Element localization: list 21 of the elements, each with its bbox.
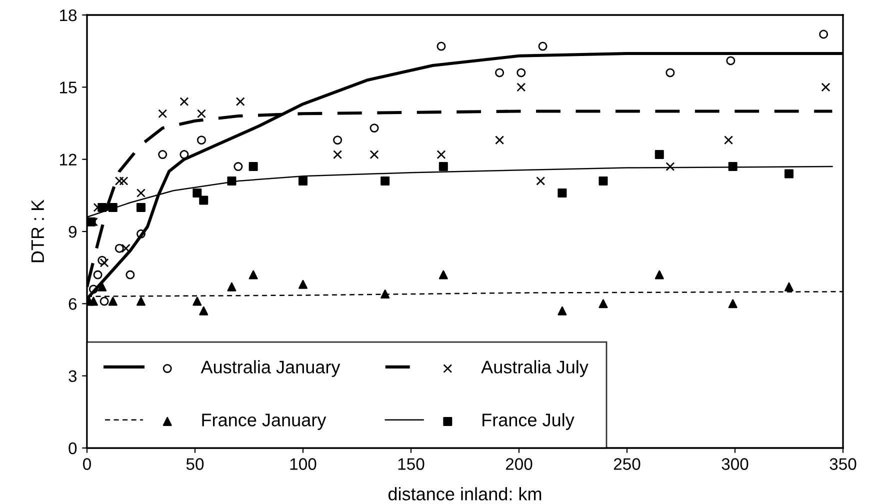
x-tick-label: 300 — [722, 458, 748, 470]
legend-label: France January — [202, 414, 326, 430]
x-tick-label: 150 — [398, 458, 424, 470]
legend-label: Australia January — [200, 360, 340, 377]
legend-label: Australia July — [481, 360, 588, 377]
x-tick-label: 50 — [186, 458, 204, 470]
x-axis-title: distance inland: km — [388, 487, 542, 500]
x-tick-label: 250 — [614, 458, 640, 470]
y-tick-label: 12 — [60, 154, 76, 166]
x-tick-label: 350 — [830, 458, 856, 470]
x-tick-label: 200 — [506, 458, 532, 470]
legend-label: France July — [482, 413, 574, 430]
y-axis-title: DTR : K — [31, 200, 44, 262]
y-tick-label: 0 — [68, 442, 77, 454]
x-tick-label: 100 — [290, 458, 316, 470]
y-tick-label: 18 — [60, 9, 77, 22]
y-tick-label: 15 — [60, 82, 77, 94]
y-tick-label: 6 — [68, 298, 77, 310]
y-tick-label: 9 — [68, 226, 76, 238]
y-tick-label: 3 — [68, 370, 77, 382]
x-tick-label: 0 — [83, 458, 91, 470]
